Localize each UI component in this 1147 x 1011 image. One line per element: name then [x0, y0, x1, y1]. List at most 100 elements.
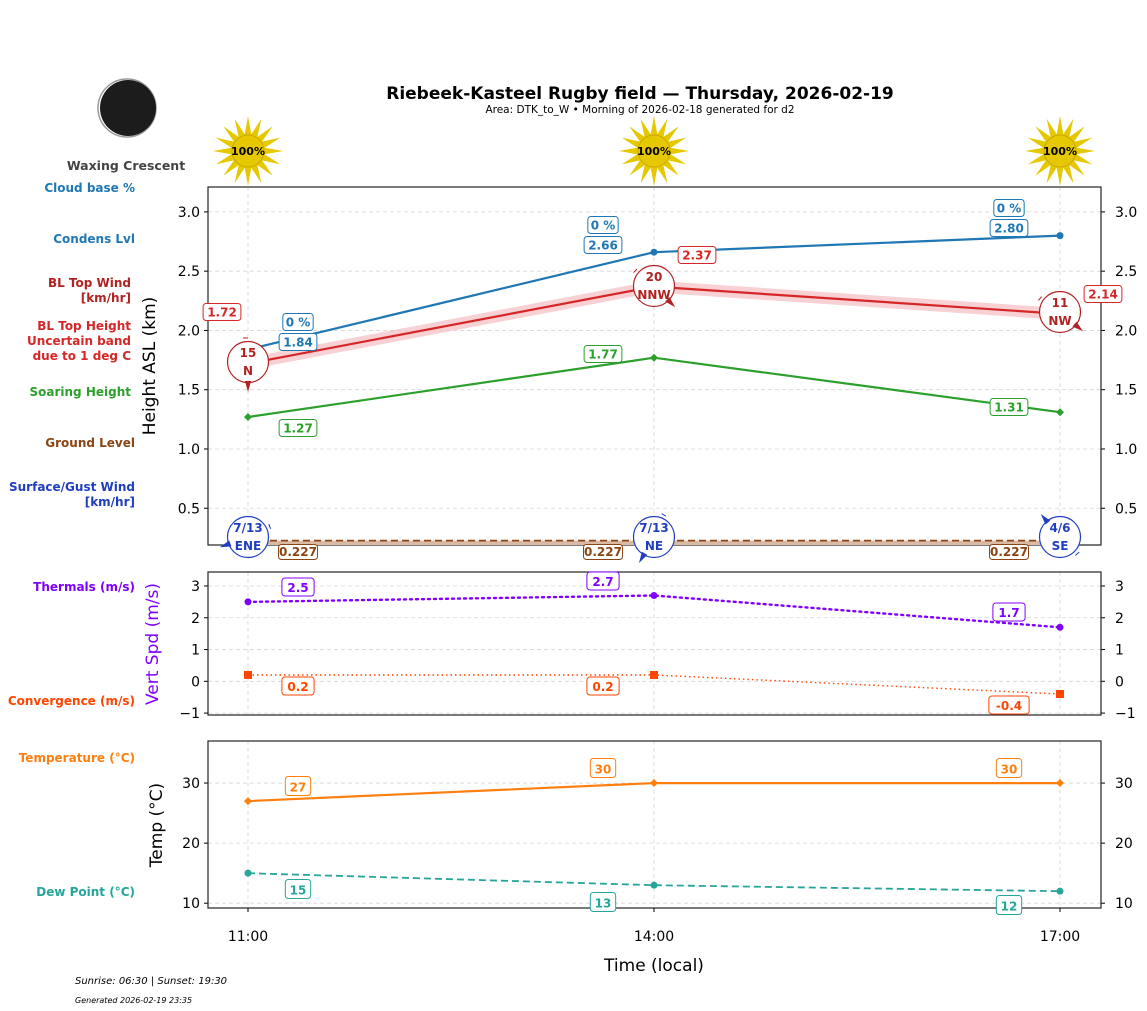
chart-title: Riebeek-Kasteel Rugby field — Thursday, … — [386, 84, 894, 104]
data-label: 2.37 — [682, 249, 712, 263]
y-tick-label-right: 1.0 — [1115, 442, 1137, 458]
y-tick-label: −1 — [179, 706, 200, 722]
y-tick-label: 2 — [191, 611, 200, 627]
label-box — [583, 544, 623, 560]
x-axis-label: Time (local) — [603, 956, 704, 976]
bl-top-wind-indicator: 20 NNW — [632, 264, 676, 308]
panel-2: −1 −1 0 0 1 1 2 2 3 3 — [179, 571, 1136, 722]
generated-text: Generated 2026-02-19 23:35 — [75, 996, 192, 1005]
side-label-bl-top: Uncertain band — [27, 334, 131, 348]
wind-circle — [632, 515, 676, 559]
label-box — [281, 676, 315, 696]
data-label: 0 % — [286, 316, 311, 330]
label-box — [995, 758, 1023, 778]
y-tick-label-right: 3.0 — [1115, 205, 1137, 221]
data-label: 2.80 — [994, 222, 1024, 236]
label-box — [677, 246, 717, 264]
wind-direction-label: SE — [1052, 539, 1069, 553]
dew-point-label: 13 — [589, 892, 617, 912]
convergence-point — [244, 670, 252, 679]
soaring-point — [650, 353, 658, 362]
label-box — [995, 895, 1023, 915]
y-tick-label: 3 — [191, 579, 200, 595]
soaring-label: 1.77 — [583, 345, 623, 363]
ground-label: 0.227 — [583, 544, 623, 560]
thermals-label: 2.5 — [281, 577, 315, 597]
y-tick-label-right: 1.5 — [1115, 383, 1137, 399]
label-box — [278, 544, 318, 560]
side-label-bl-top: BL Top Height — [37, 319, 131, 333]
y-tick-label-right: 0.5 — [1115, 501, 1137, 517]
wind-speed-label: 7/13 — [639, 521, 668, 535]
side-label-surface-wind: [km/hr] — [85, 495, 135, 509]
ground-label: 0.227 — [989, 544, 1029, 560]
convergence-point — [650, 670, 658, 679]
cloud-base-pct-label: 0 % — [587, 216, 619, 234]
thermals-label: 1.7 — [992, 602, 1026, 622]
data-label: 0 % — [591, 219, 616, 233]
data-label: 2.66 — [588, 239, 618, 253]
temperature-point — [244, 797, 252, 806]
side-label-condens: Condens Lvl — [53, 232, 135, 246]
wind-circle — [226, 515, 270, 559]
data-label: 2.14 — [1088, 288, 1118, 302]
sun-percent-label: 100% — [637, 145, 671, 158]
dew-point-point — [244, 869, 252, 877]
wind-circle — [632, 264, 676, 308]
convergence-label: 0.2 — [281, 676, 315, 696]
moon-phase-label: Waxing Crescent — [67, 158, 185, 173]
data-label: 0.227 — [990, 545, 1028, 559]
label-box — [284, 879, 312, 899]
x-tick-label: 11:00 — [228, 929, 268, 945]
plot-frame — [207, 186, 1102, 546]
wind-barb-icon — [1075, 551, 1080, 556]
thermals-line — [246, 594, 1062, 629]
wind-arrow-icon — [1072, 321, 1083, 332]
wind-barb-icon — [633, 268, 638, 273]
condens-point — [1056, 232, 1064, 240]
label-box — [278, 419, 318, 437]
label-box — [281, 577, 315, 597]
side-label-convergence: Convergence (m/s) — [8, 694, 135, 708]
x-tick-label: 14:00 — [634, 929, 674, 945]
x-tick-label: 17:00 — [1040, 929, 1080, 945]
wind-arrow-icon — [1040, 514, 1051, 525]
wind-speed-label: 15 — [240, 346, 257, 360]
y-axis-label: Temp (°C) — [147, 783, 167, 868]
thermals-point — [1056, 623, 1064, 631]
wind-barb-icon — [1038, 296, 1042, 301]
side-label-ground: Ground Level — [45, 436, 135, 450]
label-box — [278, 333, 318, 351]
bl-top-label: 2.37 — [677, 246, 717, 264]
y-tick-label: 20 — [182, 836, 200, 852]
data-label: 1.72 — [207, 306, 237, 320]
label-box — [589, 758, 617, 778]
wind-barb-icon — [268, 523, 272, 529]
bl-top-label: 1.72 — [202, 303, 242, 321]
surface-wind-indicator: 4/6 SE — [1038, 514, 1082, 559]
sunrise-sunset-text: Sunrise: 06:30 | Sunset: 19:30 — [75, 976, 227, 987]
plot-frame — [207, 571, 1102, 716]
temperature-label: 27 — [284, 776, 312, 796]
side-label-cloud-base: Cloud base % — [44, 181, 135, 195]
y-axis-label: Vert Spd (m/s) — [143, 583, 163, 705]
y-tick-label-right: 20 — [1115, 836, 1133, 852]
label-box — [202, 303, 242, 321]
label-box — [992, 602, 1026, 622]
sun-disc — [637, 134, 671, 168]
y-tick-label-right: 3 — [1115, 579, 1124, 595]
wind-direction-label: NNW — [637, 288, 670, 302]
y-tick-label-right: 2.0 — [1115, 323, 1137, 339]
data-label: 1.27 — [283, 422, 313, 436]
data-label: -0.4 — [996, 699, 1022, 713]
data-label: 0.227 — [584, 545, 622, 559]
data-label: 13 — [595, 896, 612, 910]
label-box — [1083, 285, 1123, 303]
chart-subtitle: Area: DTK_to_W • Morning of 2026-02-18 g… — [485, 104, 794, 116]
side-label-surface-wind: Surface/Gust Wind — [9, 480, 135, 494]
side-label-bl-wind: BL Top Wind — [48, 276, 131, 290]
side-label-temperature: Temperature (°C) — [19, 751, 135, 765]
y-tick-label: 2.5 — [178, 264, 200, 280]
panel-1: 0.5 0.5 1.0 1.0 1.5 1.5 2.0 2.0 2.5 2.5 3.0 3.0 — [178, 186, 1137, 546]
y-tick-label: 0.5 — [178, 501, 200, 517]
